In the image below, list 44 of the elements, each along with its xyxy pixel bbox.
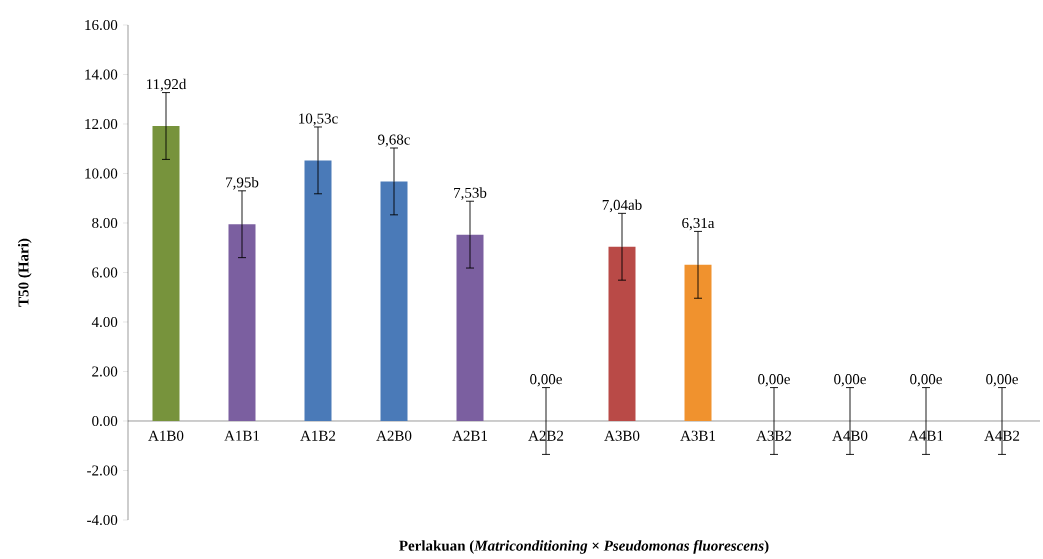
x-tick-label: A3B1: [680, 430, 716, 441]
x-tick-label: A4B1: [908, 430, 944, 441]
data-label: 7,95b: [226, 176, 259, 190]
y-tick-label: 16.00: [85, 19, 118, 31]
y-tick-label: 10.00: [85, 168, 118, 179]
bar: [380, 181, 408, 421]
x-tick-label: A2B0: [376, 430, 412, 441]
bar: [684, 264, 712, 421]
bar: [456, 234, 484, 421]
data-label: 6,31a: [682, 217, 715, 231]
x-tick-label: A1B2: [300, 430, 336, 441]
x-tick-label: A3B2: [756, 430, 792, 441]
x-axis-title: Perlakuan (Matriconditioning × Pseudomonas fluorescens): [399, 540, 769, 554]
y-tick-label: -4.00: [87, 514, 118, 526]
y-tick-label: 2.00: [92, 366, 118, 377]
x-tick-label: A2B1: [452, 430, 488, 441]
x-tick-label: A2B2: [528, 430, 564, 441]
data-label: 7,04ab: [602, 199, 642, 213]
x-tick-label: A1B1: [224, 430, 260, 441]
y-tick-label: 14.00: [85, 69, 118, 80]
x-tick-label: A4B2: [984, 430, 1020, 441]
x-tick-label: A1B0: [148, 430, 184, 441]
data-label: 11,92d: [146, 78, 187, 92]
y-tick-label: 0.00: [92, 415, 118, 427]
bar: [608, 246, 636, 421]
data-label: 0,00e: [530, 374, 562, 387]
y-tick-label: 12.00: [85, 118, 118, 130]
bar: [152, 125, 180, 421]
data-label: 7,53b: [454, 187, 487, 201]
data-label: 0,00e: [986, 374, 1018, 387]
y-tick-label: 4.00: [91, 316, 118, 328]
x-tick-label: A4B0: [832, 430, 868, 441]
y-axis-title: T50 (Hari): [17, 238, 32, 307]
data-label: 0,00e: [910, 374, 942, 387]
y-tick-label: -2.00: [87, 465, 118, 476]
y-tick-label: 6.00: [92, 267, 118, 278]
bar: [228, 224, 256, 421]
data-label: 0,00e: [834, 374, 866, 387]
x-tick-label: A3B0: [604, 430, 640, 441]
y-tick-label: 8.00: [92, 217, 118, 229]
data-label: 0,00e: [758, 374, 790, 387]
bar: [304, 160, 332, 421]
data-label: 10,53c: [299, 113, 338, 126]
data-label: 9,68c: [378, 134, 410, 147]
